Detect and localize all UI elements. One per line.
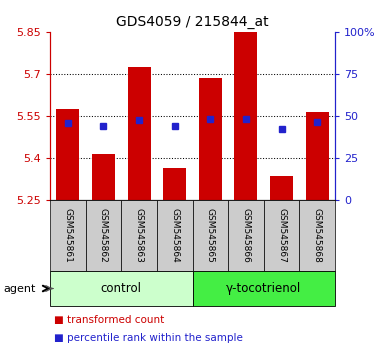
Title: GDS4059 / 215844_at: GDS4059 / 215844_at <box>116 16 269 29</box>
Bar <box>50 271 192 306</box>
Text: GSM545861: GSM545861 <box>64 208 72 263</box>
Bar <box>192 200 228 271</box>
Text: ■ percentile rank within the sample: ■ percentile rank within the sample <box>54 333 243 343</box>
Bar <box>85 200 121 271</box>
Bar <box>127 67 151 200</box>
Bar <box>306 112 329 200</box>
Bar <box>270 176 293 200</box>
Text: control: control <box>101 282 142 295</box>
Text: GSM545866: GSM545866 <box>241 208 250 263</box>
Text: GSM545868: GSM545868 <box>313 208 321 263</box>
Text: GSM545863: GSM545863 <box>135 208 144 263</box>
Bar <box>192 271 335 306</box>
Text: GSM545862: GSM545862 <box>99 208 108 263</box>
Bar <box>199 78 222 200</box>
Text: agent: agent <box>4 284 36 293</box>
Text: GSM545867: GSM545867 <box>277 208 286 263</box>
Bar <box>264 200 300 271</box>
Bar <box>300 200 335 271</box>
Text: GSM545864: GSM545864 <box>170 208 179 263</box>
Text: γ-tocotrienol: γ-tocotrienol <box>226 282 301 295</box>
Bar <box>56 109 79 200</box>
Bar <box>228 200 264 271</box>
Bar <box>157 200 192 271</box>
Bar <box>163 168 186 200</box>
Bar <box>92 154 115 200</box>
Text: ■ transformed count: ■ transformed count <box>54 315 164 325</box>
Bar <box>50 200 85 271</box>
Bar <box>121 200 157 271</box>
Bar <box>234 30 258 200</box>
Text: GSM545865: GSM545865 <box>206 208 215 263</box>
